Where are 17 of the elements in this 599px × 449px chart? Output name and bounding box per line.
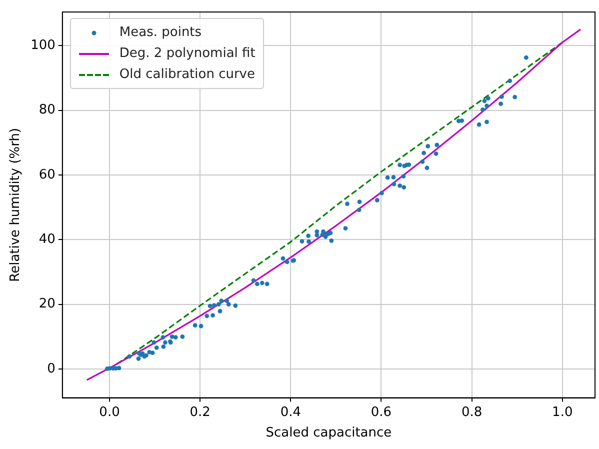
y-tick-label: 0 (47, 361, 56, 376)
x-tick-label: 1.0 (552, 404, 573, 420)
y-tick-label: 100 (30, 38, 56, 54)
x-tick-label: 0.8 (461, 404, 482, 420)
y-axis-title: Relative humidity (%rh) (8, 128, 24, 282)
legend-label: Deg. 2 polynomial fit (119, 46, 256, 61)
x-tick-label: 0.0 (99, 404, 120, 420)
x-tick-label: 0.2 (190, 404, 210, 420)
legend-label: Meas. points (119, 25, 202, 40)
x-tick-label: 0.6 (370, 404, 392, 420)
x-axis-title: Scaled capacitance (266, 426, 392, 441)
y-tick-label: 20 (38, 296, 56, 312)
x-tick-label: 0.4 (280, 404, 302, 420)
y-tick-label: 60 (38, 167, 56, 182)
y-tick-label: 40 (38, 232, 56, 248)
legend-label: Old calibration curve (119, 67, 255, 82)
y-tick-label: 80 (38, 102, 56, 118)
